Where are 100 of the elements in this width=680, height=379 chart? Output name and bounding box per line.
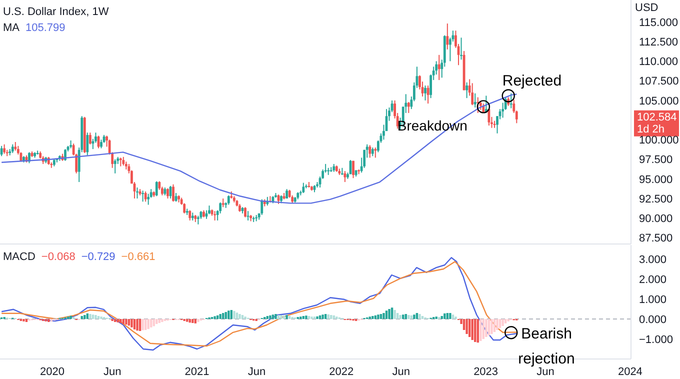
bar: [308, 316, 310, 319]
bar: [474, 319, 476, 342]
bar: [120, 319, 122, 323]
candlestick: [260, 198, 264, 216]
y-tick-label: 95.000: [639, 174, 673, 186]
bar: [468, 319, 471, 337]
bar: [144, 319, 147, 330]
candlestick: [0, 145, 3, 157]
bar: [372, 316, 374, 319]
candlestick: [144, 190, 147, 202]
bar: [496, 319, 498, 330]
bar: [504, 319, 507, 324]
y-tick-label: 3.000: [639, 254, 667, 266]
bar: [230, 310, 233, 319]
y-tick-label: 115.000: [639, 16, 678, 29]
x-tick-label: Jun: [536, 366, 554, 378]
bar: [89, 314, 92, 319]
bar: [84, 315, 86, 319]
bar: [222, 313, 224, 319]
bar: [498, 319, 502, 328]
bar: [408, 315, 410, 319]
y-tick-label: 107.500: [639, 76, 679, 88]
bar: [480, 319, 482, 341]
candlestick: [466, 82, 468, 99]
candlestick: [446, 23, 449, 50]
candlestick: [471, 82, 474, 106]
candlestick: [352, 160, 354, 179]
bar: [394, 310, 396, 319]
bar: [158, 319, 161, 323]
bar: [327, 314, 330, 319]
y-tick-label: 105.000: [639, 95, 679, 108]
bar: [413, 314, 416, 319]
bar: [130, 319, 133, 328]
candlestick: [244, 206, 246, 218]
candlestick: [368, 144, 372, 158]
bar: [116, 319, 119, 322]
bar: [197, 319, 200, 322]
candlestick: [460, 37, 462, 60]
bar: [416, 313, 418, 319]
bar: [136, 319, 138, 331]
x-tick-label: Jun: [103, 366, 122, 378]
bar: [114, 319, 116, 322]
bar: [25, 319, 28, 322]
annotation: −0.729: [81, 251, 116, 263]
text: U.S. Dollar Index, 1W: [3, 5, 109, 20]
candlestick: [474, 92, 476, 108]
candlestick: [88, 132, 92, 145]
annotation: −0.661: [121, 251, 156, 263]
bar: [390, 308, 394, 319]
bar: [404, 314, 407, 319]
bar: [288, 316, 291, 319]
bar: [224, 312, 227, 319]
bar: [380, 314, 382, 319]
bar: [236, 312, 238, 319]
candlestick: [214, 210, 216, 221]
y-tick-label: 0.000: [639, 314, 667, 326]
bar: [452, 314, 454, 319]
bar: [466, 319, 468, 334]
bar: [446, 313, 449, 319]
candlestick: [424, 85, 426, 101]
x-tick-label: Jun: [392, 366, 410, 378]
candlestick: [302, 182, 305, 194]
bar: [324, 314, 327, 319]
candlestick: [407, 101, 410, 114]
candlestick: [86, 132, 89, 156]
bar: [238, 314, 241, 319]
candlestick: [155, 180, 158, 197]
candlestick: [172, 184, 174, 202]
annotation: −0.068: [41, 251, 76, 263]
bar: [493, 319, 496, 332]
x-tick-label: Jun: [248, 366, 266, 378]
bar: [214, 316, 216, 319]
bar: [316, 316, 318, 319]
text: 102.584: [637, 111, 677, 124]
y-tick-label: 112.500: [639, 36, 678, 48]
bar: [192, 319, 194, 323]
text: MACD: [3, 251, 36, 263]
y-tick-label: −1.000: [639, 334, 673, 346]
bar: [462, 319, 466, 330]
annotation: 105.799: [26, 22, 66, 34]
bar: [233, 311, 236, 319]
bar: [388, 309, 390, 319]
bar: [449, 313, 452, 319]
x-tick-label: 2020: [40, 366, 64, 378]
annotation: Bearish rejection: [518, 326, 575, 368]
y-tick-label: 87.500: [639, 232, 673, 245]
bar: [382, 313, 385, 319]
candlestick: [502, 102, 504, 118]
bar: [194, 319, 197, 324]
candlestick: [438, 54, 440, 81]
bar: [330, 315, 332, 319]
bar: [219, 314, 222, 319]
bar: [396, 313, 399, 319]
bar: [488, 319, 490, 336]
bar: [122, 319, 125, 324]
candlestick: [114, 158, 116, 174]
y-tick-label: 2.000: [639, 274, 667, 286]
y-tick-label: 92.500: [639, 193, 673, 206]
bar: [266, 316, 269, 319]
y-tick-label: 97.500: [639, 154, 673, 166]
